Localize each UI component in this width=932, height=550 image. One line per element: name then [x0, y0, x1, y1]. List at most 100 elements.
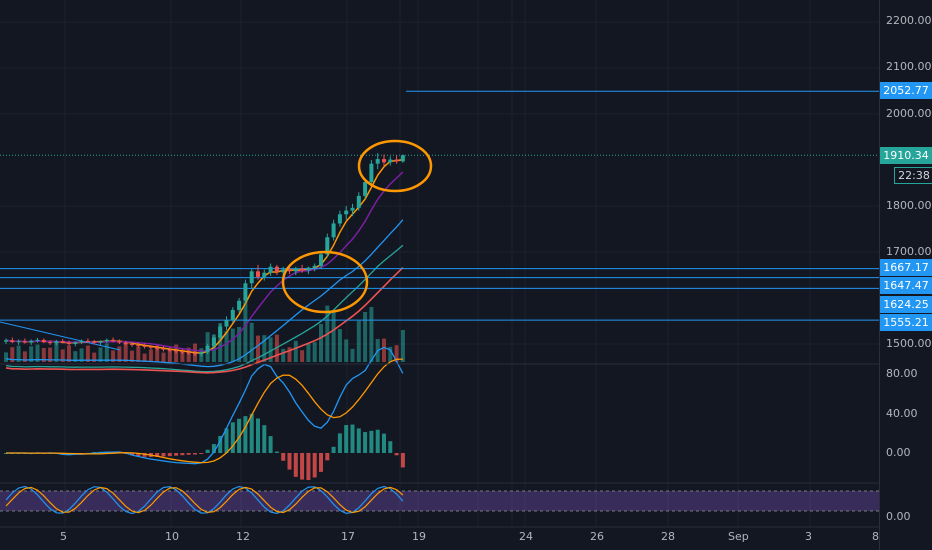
candle-body[interactable]	[256, 271, 260, 277]
volume-bar	[281, 348, 286, 362]
candle-body[interactable]	[161, 348, 166, 350]
candle-body[interactable]	[293, 268, 298, 272]
level-price-label[interactable]: 2052.77	[880, 82, 932, 99]
candle-body[interactable]	[199, 352, 204, 355]
candle-body[interactable]	[48, 342, 53, 344]
candle-body[interactable]	[287, 269, 292, 272]
macd-pane	[4, 346, 405, 481]
candle-body[interactable]	[148, 346, 153, 348]
candle-body[interactable]	[123, 342, 128, 344]
candle-body[interactable]	[356, 195, 361, 208]
candle-body[interactable]	[268, 266, 273, 273]
level-price-label[interactable]: 1624.25	[880, 296, 932, 313]
volume-bar	[306, 343, 311, 362]
macd-histogram-bar	[230, 422, 235, 453]
volume-bar	[287, 347, 292, 362]
candle-body[interactable]	[85, 340, 90, 342]
candle-body[interactable]	[218, 326, 223, 338]
candle-body[interactable]	[92, 341, 97, 343]
candle-body[interactable]	[60, 341, 65, 343]
candle-body[interactable]	[382, 159, 386, 163]
volume-bar	[218, 323, 223, 362]
candle-body[interactable]	[54, 341, 59, 344]
candle-body[interactable]	[211, 337, 216, 346]
candle-body[interactable]	[73, 342, 78, 344]
candle-body[interactable]	[29, 340, 34, 343]
volume-bar	[29, 346, 34, 362]
candle-body[interactable]	[155, 347, 160, 349]
pattern-circle[interactable]	[357, 139, 433, 193]
candle-body[interactable]	[117, 341, 122, 343]
pattern-circle[interactable]	[281, 250, 369, 314]
volume-bar	[356, 320, 361, 362]
candle-body[interactable]	[224, 320, 229, 327]
candle-body[interactable]	[67, 342, 71, 344]
candle-body[interactable]	[281, 269, 286, 273]
candle-body[interactable]	[363, 182, 368, 196]
macd-histogram-bar	[344, 425, 349, 453]
volume-bar	[256, 335, 260, 362]
candle-body[interactable]	[167, 349, 172, 351]
macd-histogram-bar	[186, 453, 191, 455]
macd-histogram-bar	[224, 428, 229, 453]
candle-body[interactable]	[193, 353, 197, 355]
candle-body[interactable]	[79, 340, 84, 343]
candle-body[interactable]	[174, 350, 179, 352]
candle-body[interactable]	[331, 223, 336, 238]
candle-body[interactable]	[142, 345, 147, 347]
volume-bar	[142, 353, 147, 362]
level-price-label[interactable]: 1667.17	[880, 259, 932, 276]
candle-body[interactable]	[41, 339, 46, 343]
candle-body[interactable]	[10, 340, 15, 343]
candle-body[interactable]	[104, 339, 109, 342]
candle-body[interactable]	[35, 339, 40, 341]
candle-body[interactable]	[337, 214, 342, 224]
price-candles[interactable]	[4, 153, 405, 357]
volume-bar	[312, 342, 317, 362]
level-price-label[interactable]: 1555.21	[880, 314, 932, 331]
volume-bar	[363, 312, 368, 362]
macd-histogram-bar	[199, 453, 204, 454]
candle-body[interactable]	[262, 272, 267, 277]
candle-body[interactable]	[4, 340, 8, 342]
candle-body[interactable]	[400, 155, 405, 162]
macd-histogram-bar	[394, 453, 399, 456]
candle-body[interactable]	[388, 159, 393, 163]
horizontal-levels[interactable]	[0, 90, 880, 321]
candle-body[interactable]	[375, 159, 380, 164]
stochastic-pane	[0, 485, 880, 515]
candle-body[interactable]	[205, 345, 210, 353]
candle-body[interactable]	[243, 283, 248, 301]
volume-bar	[337, 329, 342, 362]
candle-body[interactable]	[306, 267, 311, 271]
volume-bar	[130, 350, 134, 362]
volume-bar	[344, 339, 349, 362]
candle-body[interactable]	[319, 254, 323, 266]
candle-body[interactable]	[22, 341, 27, 343]
candle-body[interactable]	[180, 351, 185, 353]
candle-body[interactable]	[186, 352, 191, 354]
candle-body[interactable]	[237, 300, 242, 310]
volume-bar	[54, 341, 59, 362]
pattern-highlights[interactable]	[281, 139, 433, 314]
candle-body[interactable]	[344, 210, 349, 215]
macd-histogram-bar	[180, 453, 185, 456]
time-tick: 8	[872, 530, 879, 543]
candle-body[interactable]	[136, 344, 141, 346]
macd-histogram-bar	[369, 430, 374, 453]
candle-body[interactable]	[300, 268, 305, 271]
candle-body[interactable]	[312, 265, 317, 268]
level-price-label[interactable]: 1647.47	[880, 277, 932, 294]
candle-body[interactable]	[394, 159, 399, 162]
candle-body[interactable]	[249, 271, 254, 284]
candle-body[interactable]	[98, 341, 103, 343]
candle-body[interactable]	[325, 237, 330, 255]
candle-body[interactable]	[274, 266, 279, 273]
candle-body[interactable]	[230, 309, 235, 321]
candle-body[interactable]	[111, 339, 116, 342]
candle-body[interactable]	[369, 163, 374, 183]
candle-body[interactable]	[130, 344, 134, 345]
candle-body[interactable]	[350, 207, 355, 211]
candle-body[interactable]	[16, 341, 21, 343]
